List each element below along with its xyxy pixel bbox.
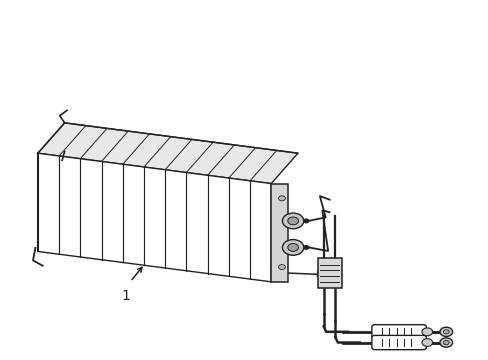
Circle shape [287,217,298,225]
Circle shape [303,246,308,249]
Polygon shape [38,123,297,184]
Text: 2: 2 [269,266,278,280]
Circle shape [439,327,452,337]
Circle shape [439,338,452,347]
Circle shape [282,213,303,229]
FancyBboxPatch shape [317,258,341,288]
Circle shape [287,243,298,251]
FancyBboxPatch shape [371,336,426,350]
Circle shape [282,239,303,255]
Circle shape [443,330,448,334]
Circle shape [421,328,432,336]
Circle shape [303,219,308,223]
Text: 1: 1 [121,289,129,303]
Polygon shape [38,153,271,282]
Circle shape [278,265,285,270]
Circle shape [443,341,448,345]
FancyBboxPatch shape [371,325,426,339]
Circle shape [421,339,432,346]
Circle shape [278,196,285,201]
Polygon shape [271,184,287,282]
